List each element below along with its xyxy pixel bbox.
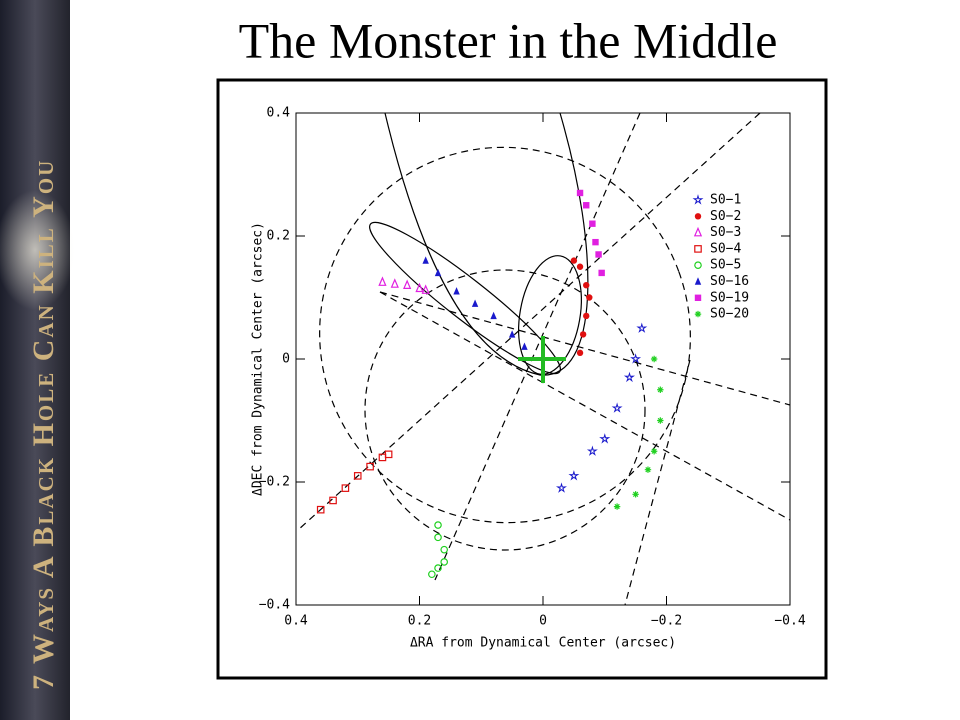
point: [650, 448, 658, 455]
legend-label: S0−4: [710, 241, 741, 256]
orbit: [518, 255, 582, 375]
point: [453, 287, 460, 295]
legend-marker: [694, 277, 702, 285]
point: [579, 331, 587, 338]
point: [644, 466, 652, 473]
point: [353, 472, 362, 480]
point: [434, 564, 442, 572]
legend-label: S0−19: [710, 290, 749, 305]
galaxy-glow: [0, 190, 75, 310]
legend-label: S0−20: [710, 307, 749, 322]
legend-label: S0−5: [710, 258, 741, 273]
point: [421, 284, 430, 294]
point: [403, 279, 412, 289]
point: [440, 545, 449, 554]
x-tick-label: 0: [539, 614, 547, 629]
point: [576, 189, 584, 197]
y-tick-label: 0: [282, 352, 290, 367]
center-cross: [518, 336, 566, 383]
point: [623, 371, 636, 383]
point: [341, 484, 350, 492]
legend-marker: [693, 226, 703, 237]
point: [583, 282, 590, 289]
legend-marker: [694, 310, 702, 318]
orbit: [297, 113, 761, 531]
orbit: [434, 113, 641, 581]
orbit: [319, 146, 691, 524]
orbit: [624, 359, 691, 605]
point: [471, 299, 479, 307]
plot-frame: [216, 78, 828, 680]
point: [521, 342, 528, 350]
point: [490, 311, 497, 320]
x-tick-label: 0.4: [284, 614, 308, 629]
legend-label: S0−2: [710, 209, 741, 224]
legend-marker: [694, 294, 702, 301]
orbits: [297, 113, 790, 605]
point: [415, 282, 424, 293]
point: [599, 433, 611, 444]
legend-label: S0−16: [710, 274, 749, 289]
point: [508, 330, 516, 338]
slide-title: The Monster in the Middle: [239, 12, 778, 68]
point: [592, 238, 599, 246]
y-axis-label: ΔDEC from Dynamical Center (arcsec): [251, 222, 266, 496]
x-tick-label: −0.2: [651, 614, 682, 629]
orbit: [379, 291, 790, 406]
point: [583, 202, 590, 209]
x-tick-label: 0.2: [408, 614, 431, 629]
point: [329, 496, 337, 505]
point: [636, 322, 648, 333]
point: [586, 445, 598, 456]
orbit: [369, 221, 561, 375]
x-axis-label: ΔRA from Dynamical Center (arcsec): [410, 636, 676, 651]
banner-strip: [0, 0, 70, 720]
y-tick-label: −0.2: [259, 475, 290, 490]
point: [555, 482, 567, 493]
orbit: [379, 291, 790, 521]
legend-marker: [692, 194, 704, 205]
point: [589, 220, 596, 227]
point: [657, 417, 664, 424]
point: [316, 505, 325, 514]
y-tick-label: 0.4: [267, 106, 291, 121]
point: [586, 294, 593, 301]
point: [613, 503, 621, 510]
point: [598, 269, 605, 277]
point: [378, 276, 387, 286]
point: [434, 268, 442, 277]
point: [576, 263, 584, 270]
point: [434, 521, 442, 529]
legend-marker: [694, 261, 702, 270]
legend-label: S0−1: [710, 193, 741, 208]
y-tick-label: −0.4: [259, 598, 290, 613]
point: [440, 558, 449, 566]
point: [428, 570, 436, 579]
point: [611, 402, 623, 413]
point: [366, 462, 374, 471]
point: [657, 386, 664, 393]
point: [390, 278, 399, 288]
x-tick-label: −0.4: [774, 614, 805, 629]
point: [583, 312, 590, 320]
point: [650, 355, 658, 363]
legend-marker: [694, 213, 702, 220]
point: [630, 353, 642, 364]
point: [568, 470, 580, 481]
orbit: [364, 269, 646, 551]
point: [422, 256, 429, 264]
y-tick-label: 0.2: [267, 229, 290, 244]
point: [595, 251, 602, 258]
legend-label: S0−3: [710, 225, 741, 240]
point: [632, 491, 639, 498]
banner-text: 7 Ways A Black Hole Can Kill You: [27, 159, 60, 690]
legend-marker: [694, 245, 702, 253]
point: [384, 450, 393, 459]
point: [570, 257, 578, 264]
point: [576, 349, 584, 357]
point: [434, 533, 442, 542]
